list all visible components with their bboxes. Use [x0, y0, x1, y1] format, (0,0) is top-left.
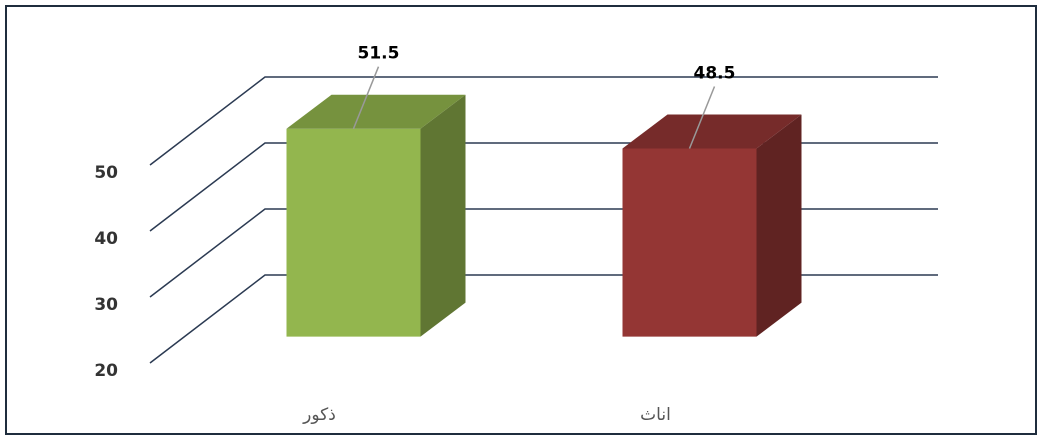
bar-front [286, 128, 421, 337]
y-tick-label: 30 [94, 295, 118, 315]
bar [622, 114, 802, 337]
x-tick-label: ذكور [302, 405, 336, 425]
bar-side [756, 114, 802, 337]
bar-top [622, 114, 802, 149]
grid-line [149, 76, 938, 166]
bar-top [286, 94, 466, 129]
leader-line [688, 86, 716, 149]
data-label: 51.5 [358, 44, 400, 64]
x-tick-label: اناث [640, 405, 671, 425]
chart-frame [5, 5, 1037, 435]
y-tick-label: 40 [94, 229, 118, 249]
bar [286, 94, 466, 337]
leader-line [352, 66, 380, 129]
bar-side [420, 94, 466, 337]
y-tick-label: 50 [94, 163, 118, 183]
data-label: 48.5 [694, 64, 736, 84]
bar-front [622, 148, 757, 337]
y-tick-label: 20 [94, 361, 118, 381]
